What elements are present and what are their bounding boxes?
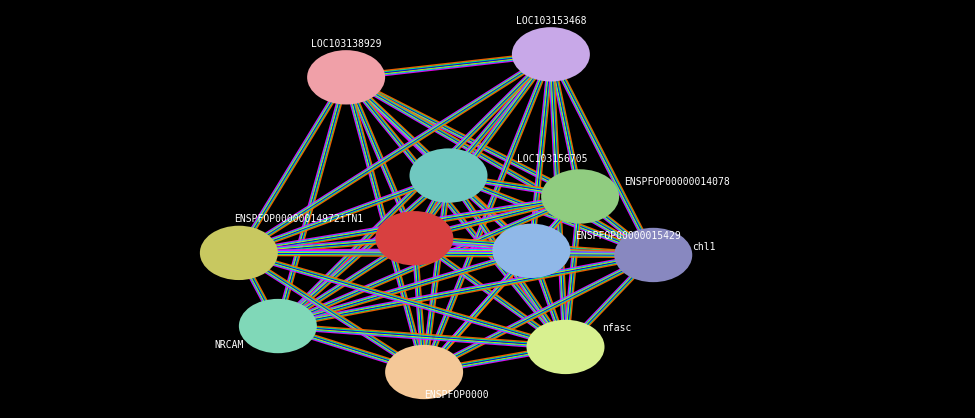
Text: chl1: chl1 (692, 242, 716, 252)
Text: LOC103138929: LOC103138929 (311, 39, 381, 49)
Text: ENSPFOP00000014972iTN1: ENSPFOP00000014972iTN1 (234, 214, 364, 224)
Text: NRCAM: NRCAM (214, 340, 244, 350)
Text: ENSPFOP0000: ENSPFOP0000 (424, 390, 488, 400)
Text: LOC103156705: LOC103156705 (517, 154, 587, 164)
Ellipse shape (512, 27, 590, 82)
Ellipse shape (307, 50, 385, 104)
Ellipse shape (375, 211, 453, 265)
Ellipse shape (385, 345, 463, 399)
Ellipse shape (200, 226, 278, 280)
Ellipse shape (410, 148, 488, 203)
Ellipse shape (614, 228, 692, 282)
Text: nfasc: nfasc (603, 323, 632, 333)
Ellipse shape (526, 320, 604, 374)
Ellipse shape (492, 224, 570, 278)
Ellipse shape (239, 299, 317, 353)
Text: LOC103153468: LOC103153468 (516, 16, 586, 26)
Text: ENSPFOP00000015429: ENSPFOP00000015429 (575, 231, 681, 241)
Ellipse shape (541, 169, 619, 224)
Text: ENSPFOP00000014078: ENSPFOP00000014078 (624, 177, 729, 187)
